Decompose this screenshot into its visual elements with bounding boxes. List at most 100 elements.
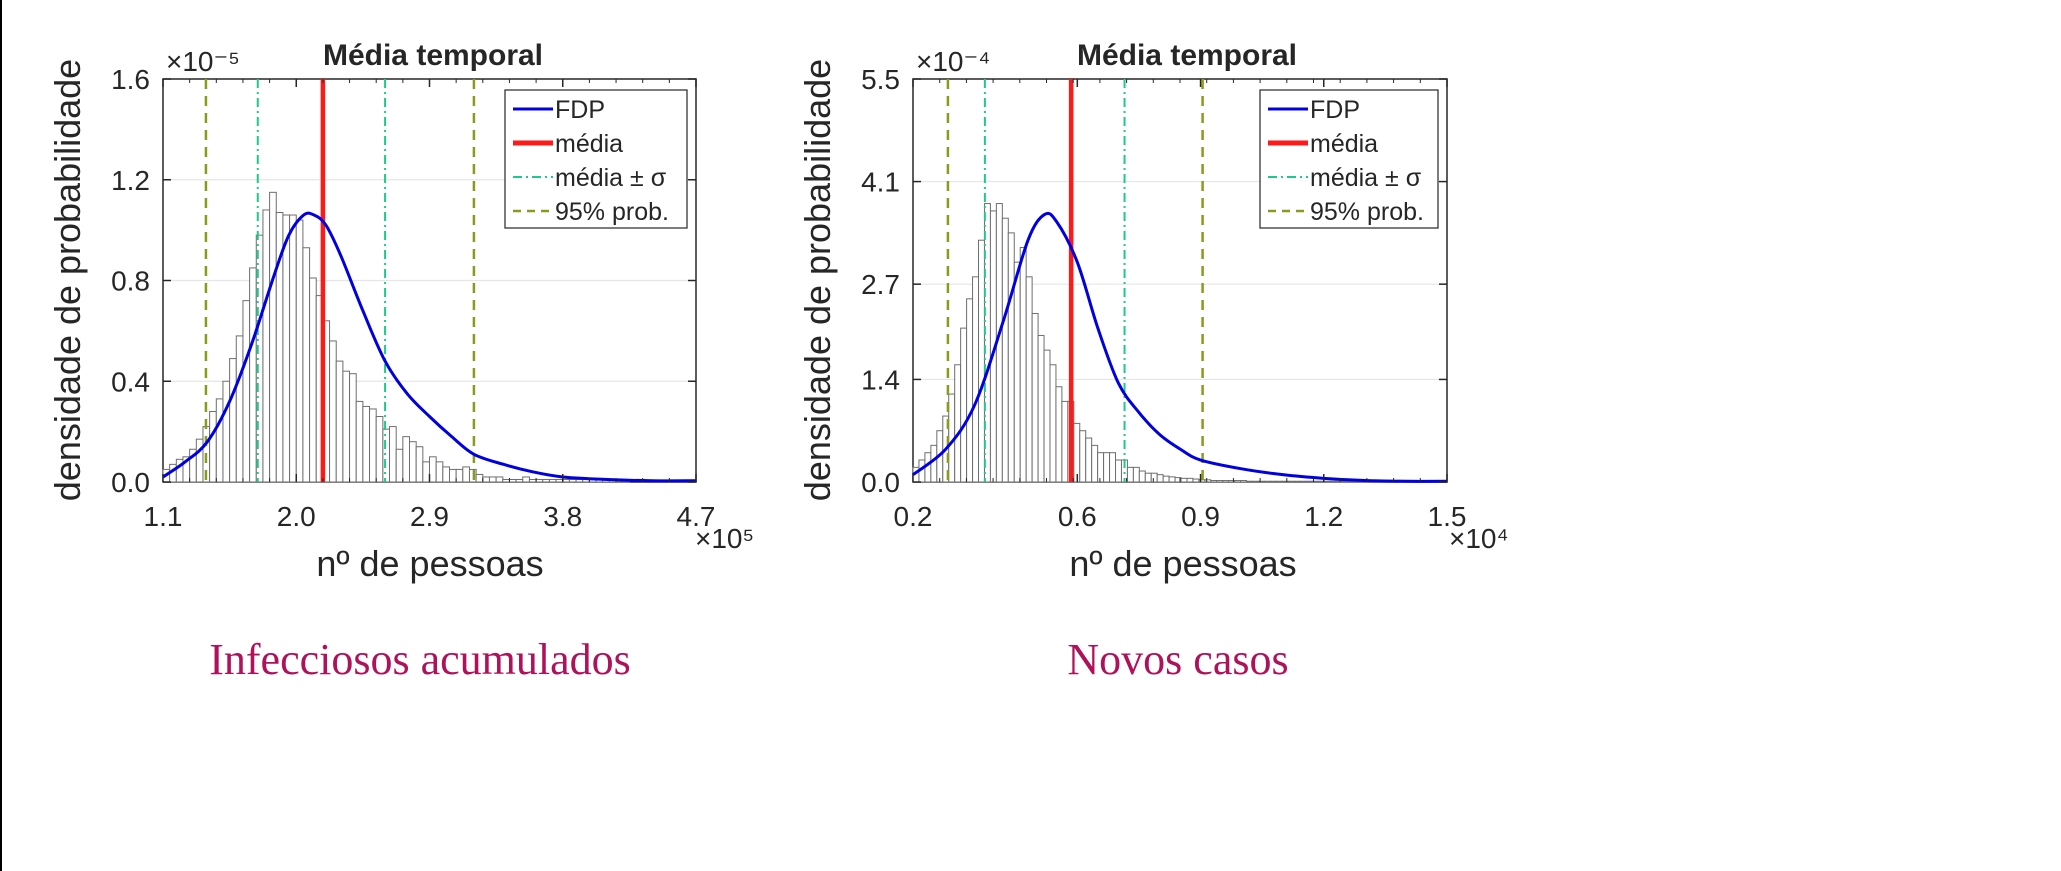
histogram-bar	[402, 436, 411, 483]
histogram-bar	[462, 466, 470, 483]
histogram-bar	[1311, 480, 1319, 483]
histogram-bar	[302, 247, 311, 483]
histogram-bar	[1132, 466, 1140, 483]
histogram-bar	[342, 370, 351, 483]
x-tick-label: 2.9	[410, 501, 449, 532]
histogram-bar	[395, 448, 404, 483]
histogram-bar	[1287, 480, 1295, 483]
histogram-bar	[422, 461, 430, 483]
reference-lines	[946, 79, 1204, 482]
y-tick-label: 1.2	[111, 165, 150, 196]
x-exponent-label: ×10⁴	[1449, 523, 1509, 554]
histogram-bar	[1073, 422, 1081, 483]
histogram-bar	[1329, 480, 1337, 483]
histogram-bar	[389, 426, 397, 483]
histogram-bar	[455, 468, 464, 483]
histogram-bar	[1049, 364, 1057, 483]
histogram-bar	[309, 277, 317, 483]
y-exponent-label: ×10⁻⁵	[166, 46, 240, 77]
legend-entry-sigma: média ± σ	[555, 164, 667, 192]
histogram-bar	[1103, 452, 1111, 483]
histogram-bar	[930, 444, 938, 483]
histogram-bar	[535, 478, 544, 483]
histogram-bar	[502, 478, 510, 483]
histogram-bar	[1019, 247, 1027, 483]
histogram-bar	[1299, 480, 1307, 483]
histogram-bar	[1234, 480, 1242, 483]
y-tick-label: 0.4	[111, 366, 150, 397]
pdf-curve	[912, 211, 1448, 483]
histogram-bar	[1091, 444, 1099, 483]
x-tick-label: 4.7	[677, 501, 716, 532]
histogram-bar	[382, 428, 391, 483]
histogram-bar	[1126, 466, 1134, 483]
histogram-bar	[329, 340, 337, 483]
histogram-bar	[1293, 480, 1301, 483]
histogram-bar	[435, 461, 444, 483]
histogram-bar	[1007, 232, 1015, 483]
y-tick-label: 2.7	[861, 269, 900, 300]
histogram-bar	[282, 214, 291, 483]
histogram-bar	[972, 276, 980, 483]
x-tick-label: 0.6	[1058, 501, 1097, 532]
histogram-bar	[1025, 276, 1033, 483]
legend-entry-mean: média	[555, 130, 623, 158]
histogram-bar	[1109, 452, 1117, 483]
histogram-bar	[262, 209, 271, 483]
axis-ticks: 0.2 0.6 0.9 1.2 1.5 0.0 1.4 2.7 4.1 5.5	[861, 64, 1466, 532]
histogram-bar	[495, 476, 504, 483]
histogram-bar	[562, 478, 570, 483]
y-tick-label: 0.0	[111, 467, 150, 498]
histogram-bar	[548, 478, 557, 483]
histogram-bar	[195, 438, 204, 483]
histogram-bar	[1252, 480, 1259, 483]
chart-title: Média temporal	[323, 39, 543, 72]
histogram-bar	[522, 476, 530, 483]
histogram-bar	[1263, 480, 1271, 483]
histogram-bar	[1043, 349, 1051, 483]
x-tick-label: 1.1	[144, 501, 183, 532]
histogram-bar	[488, 476, 497, 483]
histogram-bar	[528, 478, 537, 483]
histogram-bar	[1323, 480, 1331, 483]
histogram-bar	[269, 191, 277, 483]
histogram-bar	[1097, 452, 1105, 483]
histogram-bar	[409, 441, 417, 483]
histogram-bar	[355, 400, 364, 483]
chart-panel-novos-casos: 0.2 0.6 0.9 1.2 1.5 0.0 1.4 2.7 4.1 5.5 Média tem…	[797, 39, 1509, 684]
histogram-bar	[429, 456, 437, 483]
chart-title: Média temporal	[1077, 39, 1297, 72]
pdf-curve	[162, 211, 697, 483]
histogram-bar	[575, 478, 584, 483]
x-axis-label: nº de pessoas	[316, 543, 543, 584]
y-axis-label: densidade de probabilidade	[797, 59, 838, 501]
histogram-bar	[1216, 480, 1224, 483]
histogram-bar	[235, 335, 244, 483]
histogram-bar	[369, 408, 377, 483]
legend-box	[504, 89, 688, 229]
histogram-bar	[568, 478, 577, 483]
histogram-bar	[1275, 480, 1283, 483]
histogram-bars	[162, 191, 630, 483]
histogram-bar	[1204, 479, 1212, 483]
histogram-bar	[1001, 217, 1009, 483]
histogram-bar	[1144, 472, 1152, 483]
histogram-bar	[448, 468, 457, 483]
x-axis-label: nº de pessoas	[1069, 543, 1296, 584]
histogram-bar	[515, 478, 524, 483]
histogram-bar	[1115, 459, 1122, 483]
histogram-bar	[1192, 478, 1200, 483]
y-tick-label: 1.6	[111, 64, 150, 95]
histogram-bar	[215, 398, 224, 483]
legend: FDP média média ± σ 95% prob.	[1259, 89, 1439, 229]
histogram-bar	[1281, 480, 1289, 483]
histogram-bar	[1257, 480, 1265, 483]
histogram-bar	[415, 446, 424, 483]
histogram-bar	[1055, 386, 1063, 483]
panel-caption: Infecciosos acumulados	[209, 635, 631, 684]
legend-entry-pdf: FDP	[555, 96, 605, 124]
x-tick-label: 0.9	[1181, 501, 1220, 532]
histogram-bar	[1079, 430, 1087, 483]
y-tick-label: 0.8	[111, 266, 150, 297]
